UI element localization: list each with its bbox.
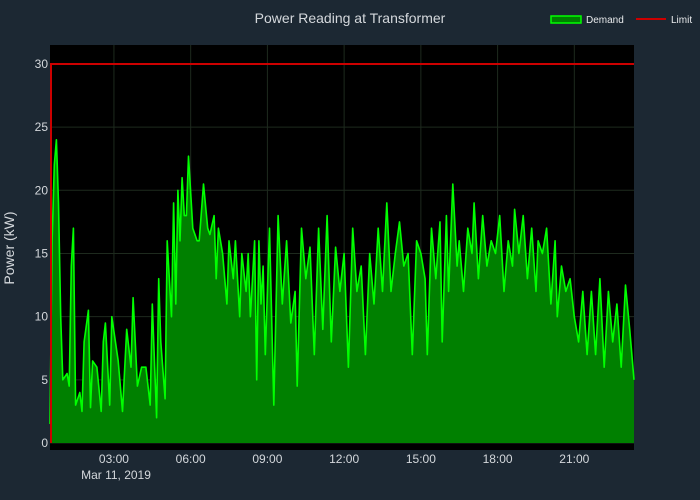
y-tick-label: 0 xyxy=(41,436,48,450)
legend-item-demand[interactable]: Demand xyxy=(550,15,624,26)
series-layer xyxy=(49,62,635,444)
legend-swatch-demand xyxy=(550,15,582,24)
demand-line xyxy=(49,139,635,425)
y-tick-label: 15 xyxy=(35,246,49,260)
x-tick-label: 15:00 xyxy=(406,452,436,466)
x-tick-label: 03:00 xyxy=(99,452,129,466)
demand-area-fill xyxy=(50,139,634,444)
x-tick-label: 18:00 xyxy=(483,452,513,466)
legend[interactable]: Demand Limit xyxy=(550,15,692,26)
legend-item-limit[interactable]: Limit xyxy=(636,15,692,26)
x-tick-label: 21:00 xyxy=(559,452,589,466)
y-tick-label: 25 xyxy=(35,120,49,134)
x-tick-label: 12:00 xyxy=(329,452,359,466)
y-tick-label: 30 xyxy=(35,57,49,71)
y-axis-title: Power (kW) xyxy=(1,211,17,284)
x-tick-label: 06:00 xyxy=(176,452,206,466)
axis-layer: 0 5 10 15 20 25 30 03:00 06:00 09:00 12:00 15:00 18:… xyxy=(35,57,590,466)
x-axis-date-label: Mar 11, 2019 xyxy=(81,468,151,482)
y-tick-label: 5 xyxy=(41,373,48,387)
y-tick-label: 10 xyxy=(35,310,49,324)
chart-title: Power Reading at Transformer xyxy=(255,10,446,26)
x-tick-label: 09:00 xyxy=(252,452,282,466)
legend-label-demand: Demand xyxy=(586,15,624,26)
legend-label-limit: Limit xyxy=(671,15,692,26)
y-tick-label: 20 xyxy=(35,183,49,197)
